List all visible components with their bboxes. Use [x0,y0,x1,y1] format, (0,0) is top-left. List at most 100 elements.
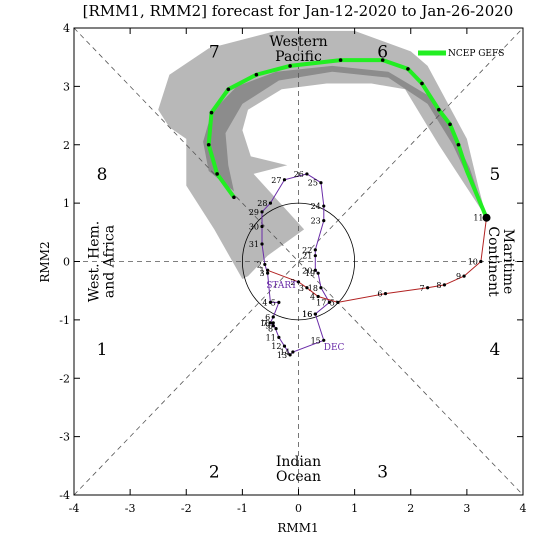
observed-dec-point [274,327,278,331]
observed-jan-point [442,283,447,287]
observed-dec-point [322,338,326,342]
x-tick-label: 0 [295,502,302,515]
observed-dec-day-label: 25 [308,179,318,188]
y-tick-label: -2 [59,372,70,385]
observed-dec-day-label: 16 [302,310,312,319]
ensemble-mean-point [380,58,385,62]
observed-dec-day-label: 15 [311,336,321,345]
y-tick-label: -4 [59,489,70,502]
observed-dec-day-label: 8 [268,325,273,334]
ensemble-mean [206,58,489,219]
ensemble-mean-point [288,64,292,68]
observed-dec-point [260,224,264,229]
observed-jan-day-label: 8 [436,281,441,290]
observed-dec-day-label: 20 [302,266,312,275]
y-tick-label: -3 [59,431,70,444]
observed-dec-point [260,210,264,214]
observed-dec-point [327,300,331,304]
observed-jan-day-label: 3 [299,284,304,293]
ensemble-mean-point [420,81,424,86]
observed-dec-day-label: 11 [266,333,276,342]
observed-dec-day-label: 4 [262,298,267,307]
observed-dec-point [313,254,317,258]
observed-jan-point [383,292,388,296]
x-axis-label: RMM1 [277,521,318,535]
observed-dec-day-label: 16 [302,310,312,319]
observed-jan-point [305,286,309,290]
observed-dec-point [313,268,317,272]
phase-number: 4 [490,340,501,360]
observed-dec-day-label: 2 [257,260,262,269]
region-label-line: Indian [276,454,321,470]
observed-jan-day-label: 7 [419,284,424,293]
region-label-line: Western [269,34,327,50]
observed-jan-day-label: 2 [290,278,295,287]
observed-jan-day-label: 6 [377,290,382,299]
region-label-line: Pacific [275,49,322,65]
region-label-line: Continent [485,226,501,297]
observed-dec-day-label: 26 [294,170,304,179]
observed-dec-point [271,324,275,328]
legend: NCEP GEFS [418,49,504,59]
region-label: West. Hem. and Africa [86,221,117,302]
x-tick-label: 2 [407,502,414,515]
observed-jan-day-label: 10 [468,258,478,267]
phase-number: 6 [377,42,388,62]
observed-dec-day-label: 21 [302,252,312,261]
y-tick-label: -1 [59,314,70,327]
observed-dec-point [322,219,326,223]
region-label-line: and Africa [101,225,117,298]
observed-dec-day-label: 27 [271,176,281,185]
observed-dec-point [268,201,273,205]
observed-dec-day-label: 12 [271,342,281,351]
ensemble-mean-point [254,72,259,77]
phase-number: 3 [377,463,388,483]
observed-dec-day-label: 31 [249,240,259,249]
region-label-line: Maritime [500,229,516,295]
observed-dec-day-label: 29 [249,208,259,217]
x-tick-label: -3 [125,502,136,515]
ensemble-mean-point [456,142,461,147]
observed-dec-point [277,300,281,304]
observed-dec-point [288,353,292,357]
start-label: START [266,281,297,291]
ensemble-mean-point [448,122,452,127]
legend-label: NCEP GEFS [448,49,504,59]
observed-dec-day-label: 13 [277,351,287,360]
observed-dec-day-label: 3 [260,269,265,278]
observed-dec-point [319,286,323,290]
observed-dec-point [319,181,323,185]
observed-jan-day-label: 9 [456,272,461,281]
observed-jan-point [296,280,301,284]
observed-dec-point [266,271,270,275]
observed-dec-day-label: 28 [257,199,267,208]
unit-circle [241,202,356,321]
observed-jan-point [425,286,430,290]
y-tick-label: 2 [63,139,70,152]
phase-number: 8 [97,165,108,185]
y-tick-label: 1 [63,197,70,210]
y-axis-label: RMM2 [38,241,52,282]
x-tick-label: 3 [463,502,470,515]
phase-number: 1 [97,340,108,360]
observed-dec-point [277,335,281,339]
dec-month-label: DEC [324,343,345,353]
observed-dec-point [268,300,273,304]
x-tick-label: -1 [237,502,248,515]
y-tick-label: 3 [63,80,70,93]
region-label-line: West. Hem. [86,221,102,302]
observed-dec-day-label: 24 [311,202,321,211]
observed-dec-day-label: 23 [311,217,321,226]
observed-dec-day-label: 22 [302,246,312,255]
observed-jan-point [462,274,466,278]
observed-dec-day-label: 5 [271,298,276,307]
ensemble-mean-point [338,58,343,62]
ensemble-mean-point [406,67,410,71]
y-tick-label: 0 [63,256,70,269]
